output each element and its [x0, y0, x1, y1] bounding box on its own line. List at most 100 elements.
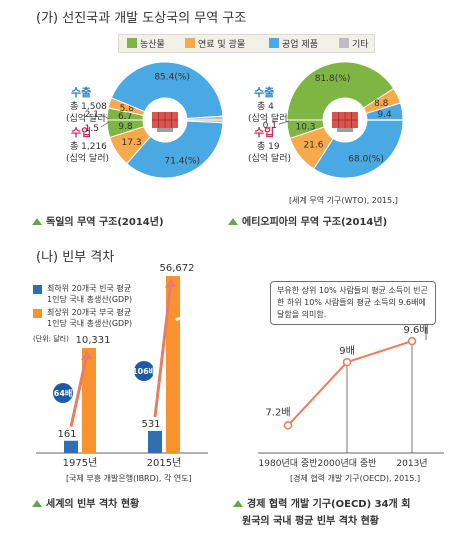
legend-label: 연료 및 광물: [198, 40, 246, 50]
legend-swatch: [339, 38, 349, 48]
ethiopia-import-value-label: 10.3: [295, 122, 315, 132]
ethiopia-source: [세계 무역 기구(WTO), 2015.]: [289, 196, 398, 205]
ethiopia-import-slice-2: [313, 119, 404, 179]
legend-swatch: [269, 38, 279, 48]
germany-export-slice-2: [110, 61, 224, 120]
triangle-icon: [32, 218, 42, 225]
wealth-caption: 세계의 빈부 격차 현황: [32, 495, 139, 510]
trade-donut-charts: 6.75.8 85.4(%) 9.8 17.3 71.4(%) 81.8(%) 8.89.4…: [85, 61, 404, 179]
line-point-1: [342, 357, 352, 367]
legend-label: 기타: [352, 40, 369, 50]
legend-item-industrial: 공업 제품: [269, 37, 318, 50]
germany-import-value-label: 9.8: [118, 122, 133, 132]
legend-high-line1: 최상위 20개국 부국 평균: [47, 308, 132, 317]
ethiopia-import-label: 수입: [254, 126, 275, 139]
line-value-label: 7.2배: [265, 406, 290, 418]
ratio-badge-label: 64배: [54, 388, 73, 398]
germany-caption-text: 독일의 무역 구조(2014년): [46, 217, 164, 228]
section-b-title: (나) 빈부 격차: [36, 250, 115, 265]
germany-import-value-label: 17.3: [122, 138, 142, 148]
legend-item-agriculture: 농산물: [127, 37, 165, 50]
ethiopia-export-unit: (십억 달러): [248, 114, 292, 124]
bar-low-0: [64, 440, 78, 453]
bar-category-label: 2015년: [147, 457, 182, 469]
gap-arrow: [153, 281, 173, 418]
germany-export-total: 총 1,508: [70, 102, 107, 112]
legend-high-line2: 1인당 국내 총생산(GDP): [47, 319, 133, 328]
legend-item-fuel: 연료 및 광물: [185, 37, 245, 50]
ethiopia-export-total: 총 4: [257, 102, 274, 112]
bar-high-0: [82, 348, 96, 453]
germany-export-label: 수출: [71, 86, 92, 99]
ethiopia-export-value-label: 9.4: [377, 110, 392, 120]
oecd-source: [경제 협력 개발 기구(OECD), 2015.]: [290, 474, 421, 483]
ethiopia-import-value-label: 21.6: [303, 141, 323, 151]
bar-high-value: 10,331: [76, 335, 111, 346]
legend-low-line1: 최하위 20개국 빈국 평균: [47, 284, 132, 293]
legend-swatch-low: [33, 285, 42, 294]
germany-export-other-label: 2.1: [85, 110, 99, 120]
ethiopia-export-value-label: 81.8(%): [315, 74, 351, 84]
gap-arrow: [69, 353, 89, 428]
ratio-badge: [53, 383, 73, 403]
ethiopia-other-label-leader: [278, 120, 290, 125]
line-point-0: [283, 421, 293, 430]
germany-export-unit: (십억 달러): [66, 114, 110, 124]
line-category-label: 2000년대 중반: [318, 458, 377, 469]
ratio-badge: [134, 361, 154, 381]
gdp-unit: (단위: 달러): [33, 335, 69, 343]
line-point-2: [407, 336, 417, 346]
oecd-caption-line2: 원국의 국내 평균 빈부 격차 현황: [242, 516, 380, 527]
bar-category-label: 1975년: [63, 457, 98, 469]
container-ship-icon: [152, 112, 178, 132]
ethiopia-caption: 에티오피아의 무역 구조(2014년): [228, 213, 387, 228]
legend-label: 농산물: [140, 40, 165, 50]
germany-export-other-label-leader: [100, 113, 110, 120]
germany-import-other-label: 1.5: [85, 124, 99, 134]
germany-import-slice-3: [186, 119, 224, 124]
gap-arrowhead: [81, 350, 92, 360]
legend-item-other: 기타: [339, 37, 369, 50]
germany-import-unit: (십억 달러): [66, 154, 110, 164]
legend-swatch: [127, 38, 137, 48]
line-value-label: 9배: [339, 345, 355, 357]
ethiopia-import-total: 총 19: [257, 142, 280, 152]
ethiopia-export-label: 수출: [254, 86, 275, 99]
legend-swatch: [185, 38, 195, 48]
trade-legend: 농산물 연료 및 광물 공업 제품 기타: [118, 34, 375, 53]
germany-export-value-label: 6.7: [118, 112, 132, 122]
germany-import-other-label-leader: [100, 121, 110, 128]
wealth-source: [국제 부흥 개발은행(IBRD), 각 연도]: [66, 474, 192, 483]
germany-import-slice-2: [126, 120, 224, 179]
bar-low-value: 531: [141, 419, 160, 430]
section-a-title: (가) 선진국과 개발 도상국의 무역 구조: [36, 11, 247, 26]
triangle-icon: [233, 500, 243, 507]
triangle-icon: [228, 218, 238, 225]
ratio-badge-label: 106배: [132, 366, 156, 376]
line-category-label: 1980년대 중반: [259, 458, 318, 469]
oecd-caption-text1: 경제 협력 개발 기구(OECD) 34개 회: [247, 499, 411, 510]
legend-low-line2: 1인당 국내 총생산(GDP): [47, 295, 133, 304]
ethiopia-export-value-label: 8.8: [374, 99, 389, 109]
ethiopia-caption-text: 에티오피아의 무역 구조(2014년): [242, 217, 388, 228]
oecd-note-box: 부유한 상위 10% 사람들의 평균 소득이 빈곤한 하위 10% 사람들의 평…: [270, 281, 436, 325]
ethiopia-other-label: 0.1: [263, 121, 277, 131]
legend-swatch-high: [33, 309, 42, 318]
ethiopia-import-unit: (십억 달러): [248, 154, 292, 164]
bar-high-value: 56,672: [160, 263, 195, 274]
line-value-label: 9.6배: [403, 324, 428, 336]
container-ship-icon: [332, 112, 358, 132]
axis-break-mark: [175, 316, 201, 324]
germany-export-value-label: 85.4(%): [154, 73, 190, 83]
germany-caption: 독일의 무역 구조(2014년): [32, 213, 164, 228]
wealth-charts: 161 10,331 1975년 64배 531 56,672 2015년 106배 7.2배 1…: [36, 263, 444, 469]
oecd-caption-line1: 경제 협력 개발 기구(OECD) 34개 회: [233, 495, 410, 510]
bar-low-value: 161: [57, 429, 76, 440]
line-category-label: 2013년: [396, 458, 427, 469]
germany-import-value-label: 71.4(%): [164, 156, 200, 166]
germany-import-label: 수입: [71, 126, 92, 139]
bar-low-1: [148, 431, 162, 453]
wealth-caption-text: 세계의 빈부 격차 현황: [46, 499, 140, 510]
germany-import-total: 총 1,216: [70, 142, 107, 152]
ethiopia-import-value-label: 68.0(%): [348, 155, 384, 165]
